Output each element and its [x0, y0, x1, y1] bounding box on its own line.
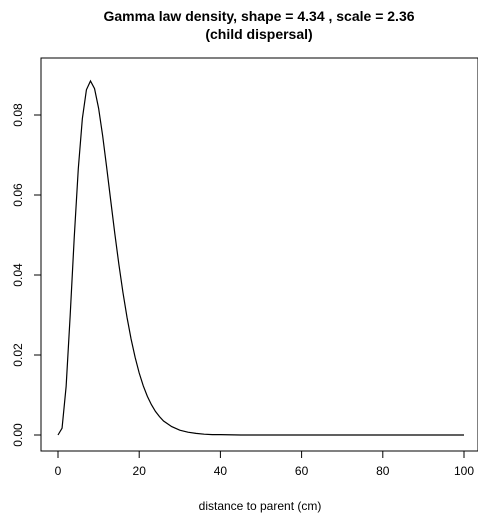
x-tick-label: 0 [55, 464, 62, 478]
x-tick-label: 100 [454, 464, 474, 478]
density-curve-line [57, 79, 464, 436]
y-tick-label: 0.00 [11, 423, 25, 447]
x-axis-label: distance to parent (cm) [199, 499, 322, 513]
x-tick-label: 60 [295, 464, 309, 478]
x-tick-label: 40 [214, 464, 228, 478]
y-tick-label: 0.02 [11, 343, 25, 367]
x-tick-label: 80 [376, 464, 390, 478]
x-axis: 0 20 40 60 80 100 [55, 450, 474, 478]
y-tick-label: 0.04 [11, 263, 25, 287]
plot-frame [40, 57, 478, 452]
chart-subtitle: (child dispersal) [205, 26, 312, 42]
x-tick-label: 20 [133, 464, 147, 478]
y-tick-label: 0.08 [11, 103, 25, 127]
y-axis: 0.00 0.02 0.04 0.06 0.08 [11, 103, 42, 447]
chart-title: Gamma law density, shape = 4.34 , scale … [103, 8, 414, 24]
y-tick-label: 0.06 [11, 183, 25, 207]
